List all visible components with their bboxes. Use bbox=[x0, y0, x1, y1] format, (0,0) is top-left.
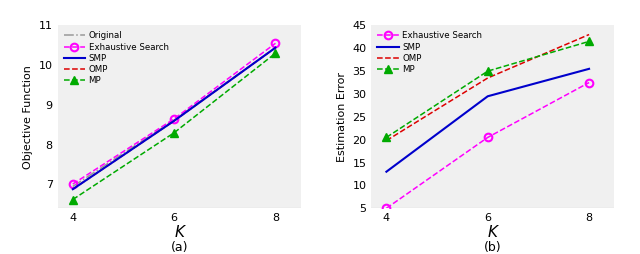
OMP bbox=[170, 119, 178, 122]
X-axis label: K: K bbox=[174, 225, 184, 240]
Original bbox=[69, 185, 77, 188]
SMP bbox=[585, 67, 593, 70]
Line: Original: Original bbox=[73, 48, 275, 186]
SMP bbox=[271, 46, 279, 49]
Exhaustive Search bbox=[170, 117, 178, 120]
X-axis label: K: K bbox=[488, 225, 498, 240]
MP bbox=[271, 52, 279, 55]
Line: SMP: SMP bbox=[73, 48, 275, 189]
Exhaustive Search bbox=[585, 81, 593, 84]
Line: OMP: OMP bbox=[73, 48, 275, 189]
Text: (b): (b) bbox=[484, 241, 502, 254]
MP bbox=[585, 40, 593, 43]
OMP bbox=[69, 188, 77, 191]
Original bbox=[271, 46, 279, 49]
OMP bbox=[271, 46, 279, 49]
MP bbox=[170, 131, 178, 134]
Line: MP: MP bbox=[68, 49, 280, 204]
Exhaustive Search bbox=[484, 136, 492, 139]
Text: (a): (a) bbox=[170, 241, 188, 254]
Line: SMP: SMP bbox=[387, 69, 589, 172]
Original bbox=[170, 119, 178, 122]
MP bbox=[69, 198, 77, 201]
Line: Exhaustive Search: Exhaustive Search bbox=[69, 39, 279, 188]
Line: MP: MP bbox=[382, 37, 593, 141]
SMP bbox=[170, 119, 178, 122]
Exhaustive Search bbox=[271, 42, 279, 45]
MP bbox=[383, 136, 390, 139]
MP bbox=[484, 70, 492, 73]
OMP bbox=[585, 33, 593, 36]
Y-axis label: Objective Function: Objective Function bbox=[23, 65, 33, 169]
Legend: Exhaustive Search, SMP, OMP, MP: Exhaustive Search, SMP, OMP, MP bbox=[376, 30, 484, 76]
Exhaustive Search bbox=[69, 183, 77, 186]
OMP bbox=[383, 139, 390, 142]
Line: Exhaustive Search: Exhaustive Search bbox=[383, 79, 593, 212]
SMP bbox=[69, 188, 77, 191]
SMP bbox=[383, 170, 390, 173]
SMP bbox=[484, 95, 492, 98]
Exhaustive Search bbox=[383, 207, 390, 210]
Y-axis label: Estimation Error: Estimation Error bbox=[337, 72, 347, 162]
Line: OMP: OMP bbox=[387, 35, 589, 141]
Legend: Original, Exhaustive Search, SMP, OMP, MP: Original, Exhaustive Search, SMP, OMP, M… bbox=[62, 30, 170, 87]
OMP bbox=[484, 76, 492, 80]
